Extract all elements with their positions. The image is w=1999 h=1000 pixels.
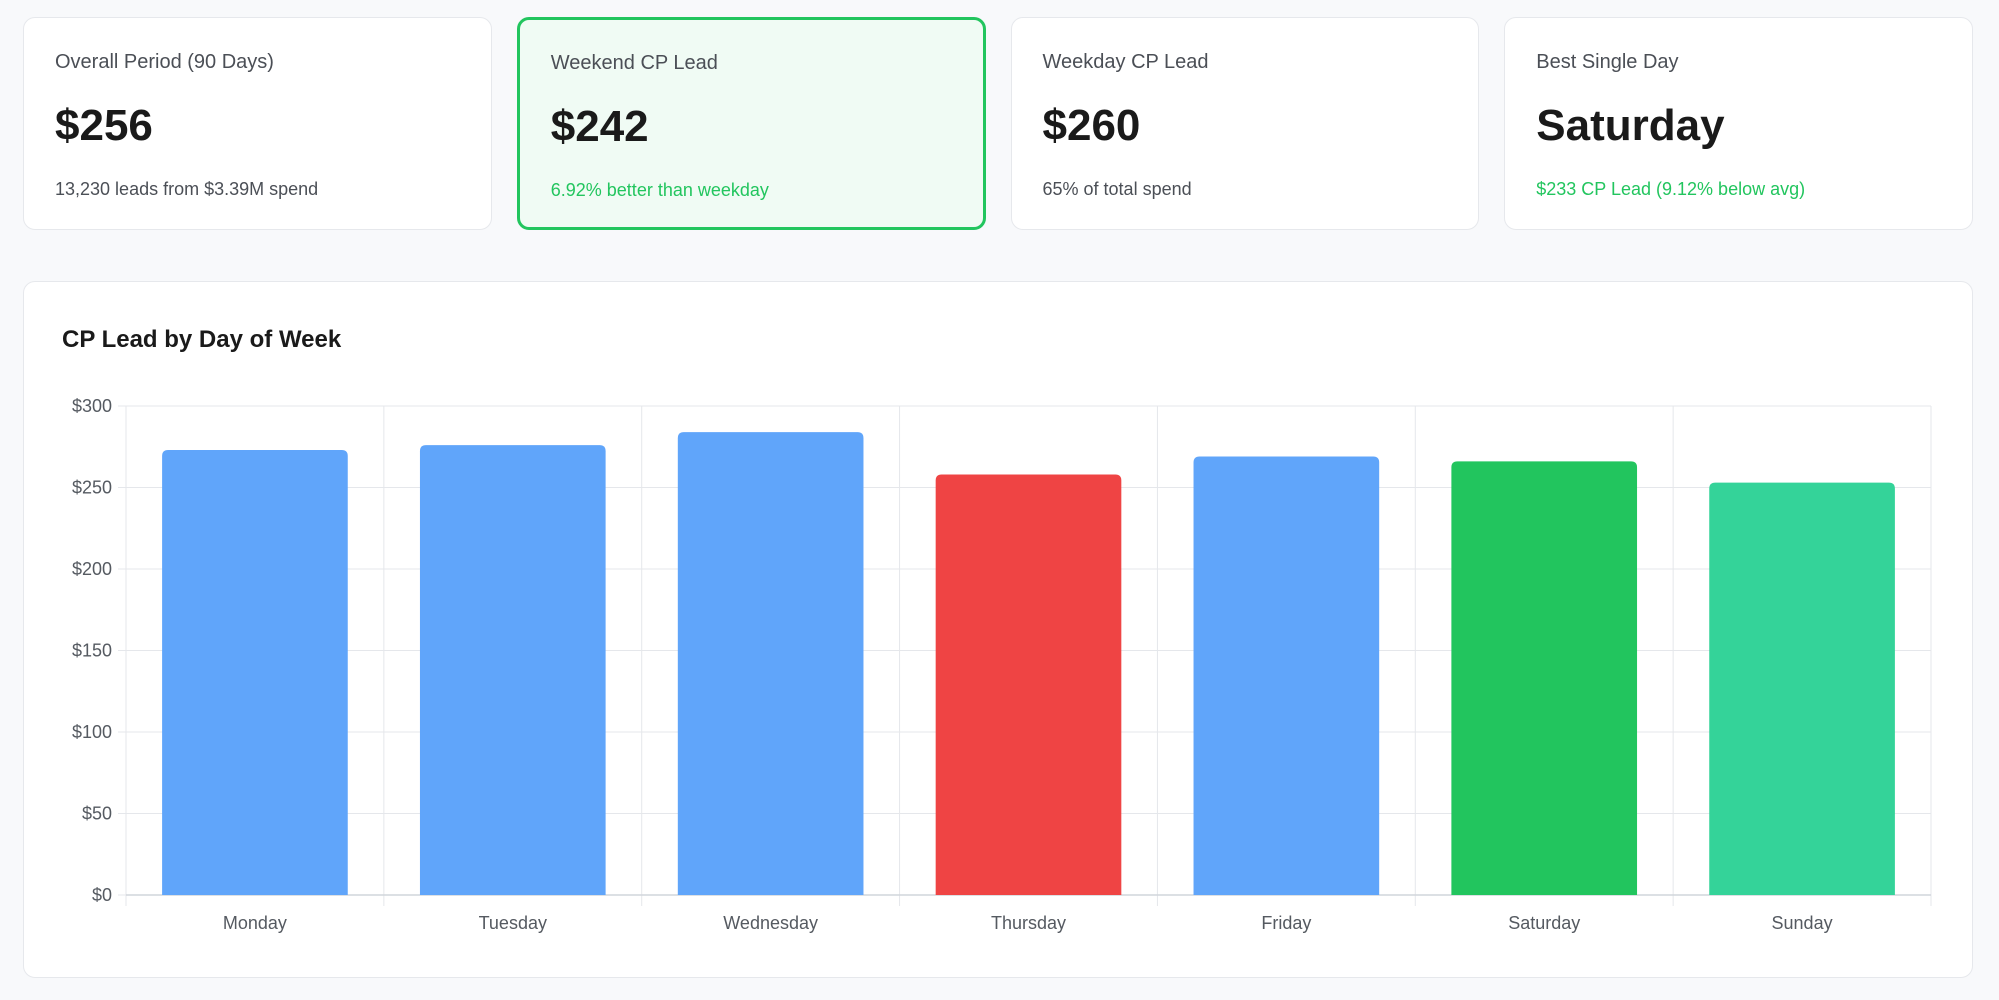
- card-label: Weekend CP Lead: [550, 52, 718, 74]
- bar-thursday: [935, 474, 1122, 895]
- card-value: Saturday: [1536, 101, 1725, 150]
- card-value: $242: [550, 102, 649, 151]
- bar-friday: [1193, 456, 1380, 895]
- x-tick-label: Sunday: [1772, 913, 1833, 933]
- bar-tuesday: [419, 445, 606, 895]
- bar-wednesday: [677, 432, 864, 895]
- card-label: Best Single Day: [1536, 51, 1679, 73]
- x-tick-label: Monday: [223, 913, 287, 933]
- y-tick-label: $250: [72, 478, 112, 498]
- y-tick-label: $150: [72, 641, 112, 661]
- x-tick-label: Tuesday: [479, 913, 547, 933]
- card-subtext: 13,230 leads from $3.39M spend: [55, 179, 319, 199]
- bar-saturday: [1451, 461, 1638, 895]
- summary-cards: Overall Period (90 Days) $256 13,230 lea…: [23, 17, 1973, 230]
- card-weekday-cp-lead: Weekday CP Lead $260 65% of total spend: [1010, 17, 1480, 230]
- card-subtext: 6.92% better than weekday: [550, 180, 769, 200]
- card-subtext: $233 CP Lead (9.12% below avg): [1536, 179, 1806, 199]
- chart-title: CP Lead by Day of Week: [62, 326, 342, 353]
- card-label: Overall Period (90 Days): [55, 51, 274, 73]
- card-subtext: 65% of total spend: [1042, 179, 1192, 199]
- x-tick-label: Wednesday: [723, 913, 818, 933]
- y-tick-label: $100: [72, 722, 112, 742]
- chart-card: CP Lead by Day of Week $0 $50 $100 $150 $200…: [23, 281, 1973, 978]
- x-tick-label: Thursday: [991, 913, 1066, 933]
- card-value: $256: [55, 101, 153, 150]
- bar-monday: [162, 450, 348, 895]
- y-tick-label: $200: [72, 559, 112, 579]
- card-weekend-cp-lead: Weekend CP Lead $242 6.92% better than w…: [516, 17, 986, 230]
- card-overall-period: Overall Period (90 Days) $256 13,230 lea…: [23, 17, 492, 230]
- card-label: Weekday CP Lead: [1042, 51, 1209, 73]
- y-tick-label: $0: [92, 885, 112, 905]
- y-tick-label: $300: [72, 396, 112, 416]
- y-tick-label: $50: [82, 804, 112, 824]
- bar-chart: $0 $50 $100 $150 $200 $250 $300 Monday Tuesday We…: [72, 396, 1932, 933]
- card-best-single-day: Best Single Day Saturday $233 CP Lead (9…: [1504, 17, 1973, 230]
- x-tick-label: Friday: [1261, 913, 1311, 933]
- card-value: $260: [1042, 101, 1141, 150]
- bar-sunday: [1709, 482, 1895, 895]
- x-tick-label: Saturday: [1508, 913, 1580, 933]
